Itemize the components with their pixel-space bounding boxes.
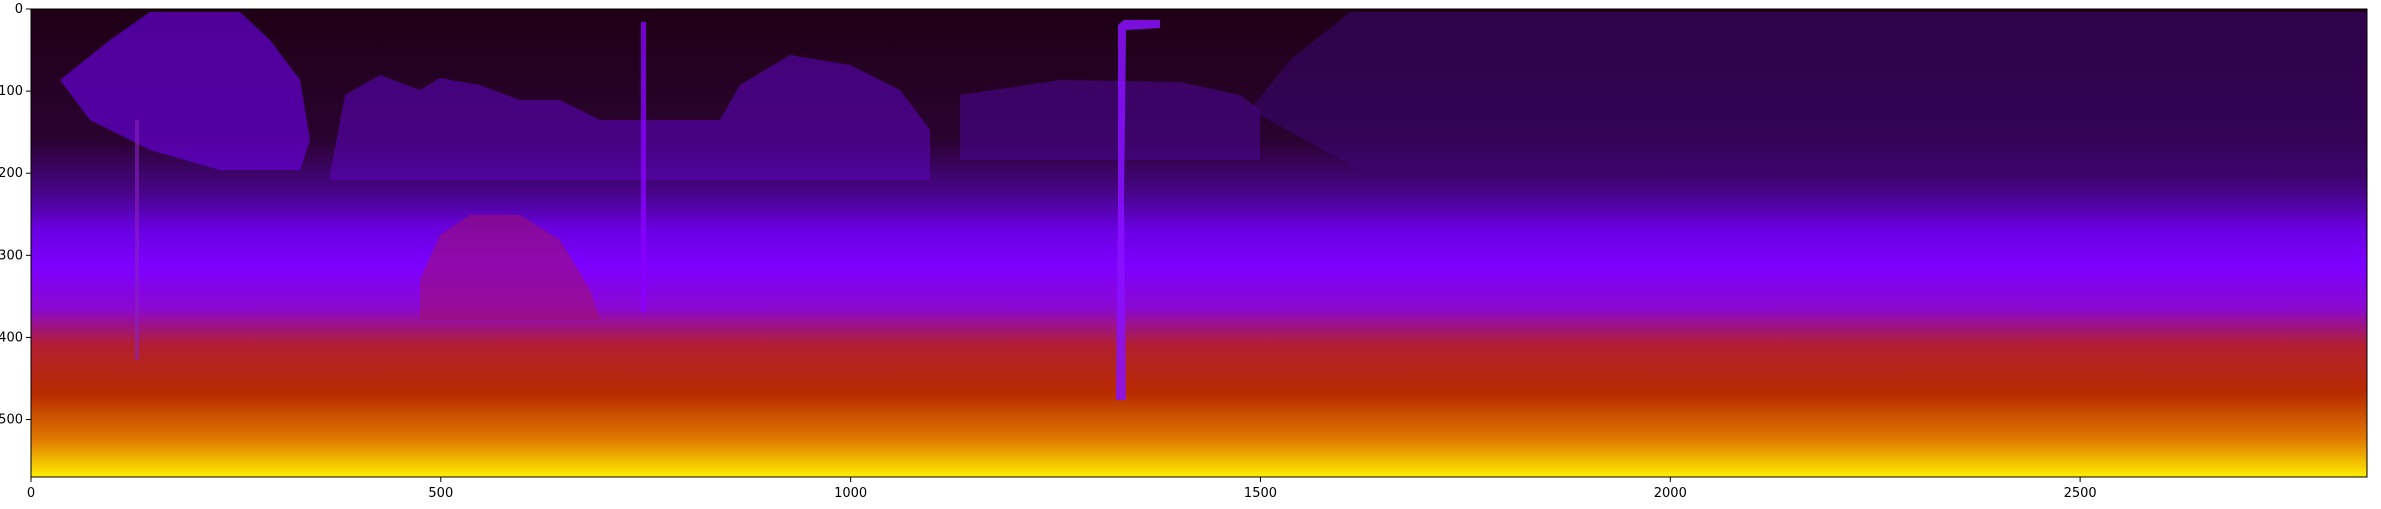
pole-middle (641, 22, 646, 312)
x-tick-label: 500 (428, 486, 453, 501)
x-tick-label: 0 (27, 486, 35, 501)
y-tick-label: 400 (0, 330, 23, 345)
y-tick-label: 300 (0, 248, 23, 263)
x-tick-label: 1500 (1244, 486, 1277, 501)
building-right (960, 80, 1260, 160)
y-tick-label: 0 (15, 2, 23, 17)
upper-right-sky-wedge (1250, 12, 2367, 170)
y-tick-label: 100 (0, 84, 23, 99)
x-tick-label: 2000 (1654, 486, 1687, 501)
x-tick-label: 2500 (2064, 486, 2097, 501)
y-axis-ticks: 0 100 200 300 400 500 (0, 2, 31, 428)
y-tick-label: 500 (0, 413, 23, 428)
x-axis-ticks: 0 500 1000 1500 2000 2500 (27, 477, 2097, 501)
x-tick-label: 1000 (834, 486, 867, 501)
y-tick-label: 200 (0, 166, 23, 181)
depth-image (31, 9, 2367, 477)
pole-left (135, 120, 139, 360)
